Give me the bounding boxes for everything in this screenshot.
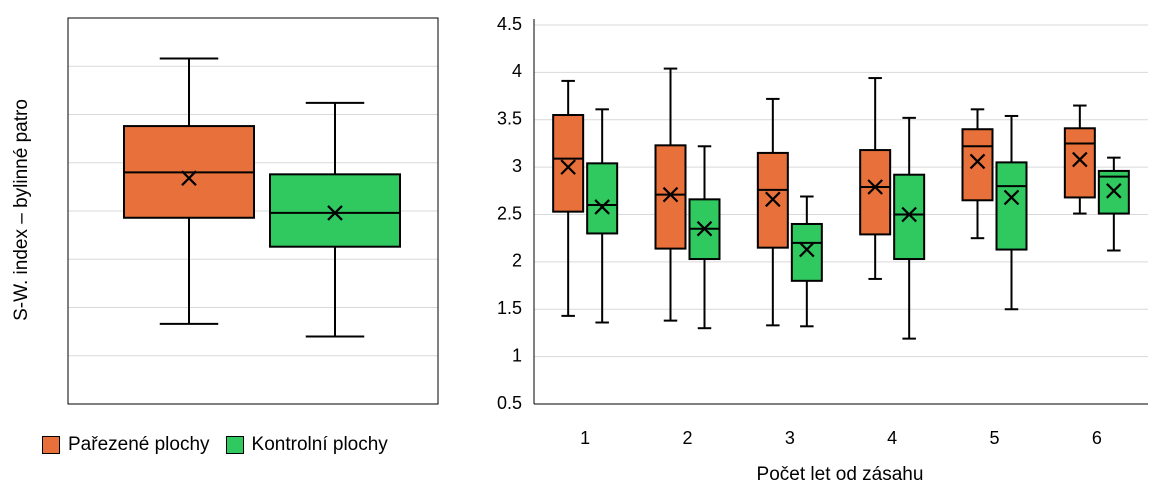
left-box-kontrol (269, 101, 401, 338)
y-tick-label: 4 (512, 61, 522, 81)
right-box-kontrol-mean-marker (1106, 183, 1122, 199)
legend-label-pareze: Pařezené plochy (68, 434, 210, 455)
right-box-pareze (961, 108, 994, 240)
left-box-kontrol-mean-marker (327, 205, 343, 221)
y-tick-label: 1 (512, 345, 522, 365)
right-box-pareze (654, 67, 687, 322)
right-box-pareze-mean-marker (662, 186, 679, 203)
right-x-tick-labels: 1 2 3 4 5 6 (580, 428, 1102, 448)
right-box-kontrol (790, 195, 823, 328)
legend-item-kontrol: Kontrolní plochy (225, 434, 388, 456)
right-box-kontrol (1097, 156, 1130, 252)
x-tick-label: 1 (580, 428, 590, 448)
y-tick-label: 0.5 (497, 393, 522, 413)
y-tick-label: 2.5 (497, 203, 522, 223)
left-box-pareze (123, 57, 255, 325)
right-box-pareze (552, 79, 585, 317)
legend-swatch-pareze (42, 436, 60, 454)
right-box-kontrol (586, 108, 619, 324)
right-box-pareze-mean-marker (765, 191, 781, 208)
legend: Pařezené plochy Kontrolní plochy (42, 434, 404, 456)
right-box-pareze-box (859, 149, 892, 236)
right-box-kontrol-mean-marker (799, 241, 815, 258)
right-box-kontrol-mean-marker (594, 199, 610, 215)
x-tick-label: 5 (989, 428, 999, 448)
y-tick-label: 3.5 (497, 109, 522, 129)
right-box-kontrol-box (995, 161, 1028, 251)
right-y-tick-labels: 0.5 1 1.5 2 2.5 3 3.5 4 4.5 (497, 14, 522, 413)
right-box-pareze-box (552, 114, 585, 213)
x-tick-label: 3 (785, 428, 795, 448)
x-tick-label: 4 (887, 428, 897, 448)
right-box-kontrol-mean-marker (1003, 189, 1020, 206)
left-box-kontrol-box (269, 173, 401, 248)
right-box-pareze (1063, 104, 1096, 215)
right-box-pareze-mean-marker (560, 159, 576, 175)
left-y-axis-title: S-W. index – bylinné patro (11, 99, 32, 321)
right-box-kontrol-mean-marker (696, 220, 713, 237)
right-box-pareze (756, 97, 789, 327)
right-box-pareze-mean-marker (969, 153, 986, 170)
legend-item-pareze: Pařezené plochy (42, 434, 210, 456)
right-box-kontrol-box (790, 222, 823, 282)
left-boxes (123, 57, 401, 338)
right-box-pareze-mean-marker (1072, 151, 1088, 168)
right-box-pareze (859, 77, 892, 280)
right-boxes (552, 67, 1130, 340)
right-box-pareze-box (1063, 127, 1096, 199)
left-plot-frame (67, 17, 439, 405)
right-x-axis-title: Počet let od zásahu (757, 464, 924, 485)
right-box-pareze-box (654, 144, 687, 250)
x-tick-label: 2 (682, 428, 692, 448)
y-tick-label: 2 (512, 251, 522, 271)
legend-swatch-kontrol (225, 436, 244, 454)
legend-label-kontrol: Kontrolní plochy (251, 434, 388, 455)
left-boxplot-panel: S-W. index – bylinné patro (11, 17, 439, 405)
y-tick-label: 4.5 (497, 14, 522, 34)
y-tick-label: 3 (512, 156, 522, 176)
right-box-pareze-box (961, 128, 994, 202)
left-box-pareze-mean-marker (181, 170, 197, 186)
right-box-kontrol-mean-marker (901, 206, 917, 223)
right-box-pareze-mean-marker (867, 179, 883, 195)
right-box-kontrol-box (586, 162, 619, 235)
right-box-kontrol (893, 116, 926, 340)
right-boxplot-panel: 0.5 1 1.5 2 2.5 3 3.5 4 4.5 1 2 3 4 5 6 Počet let od … (497, 14, 1148, 485)
right-box-kontrol (995, 114, 1028, 311)
right-box-kontrol (688, 145, 721, 330)
y-tick-label: 1.5 (497, 298, 522, 318)
right-gridlines (534, 24, 1148, 358)
right-box-kontrol-box (893, 173, 926, 261)
x-tick-label: 6 (1092, 428, 1102, 448)
